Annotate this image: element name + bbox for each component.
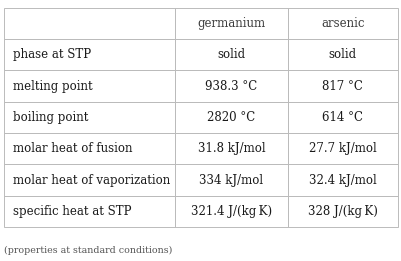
Bar — [175, 133, 287, 164]
Bar — [175, 39, 287, 70]
Text: solid: solid — [217, 48, 245, 61]
Text: 328 J/(kg K): 328 J/(kg K) — [307, 205, 377, 218]
Bar — [287, 70, 397, 102]
Text: molar heat of fusion: molar heat of fusion — [13, 142, 132, 155]
Bar — [287, 133, 397, 164]
Text: (properties at standard conditions): (properties at standard conditions) — [4, 246, 172, 254]
Bar — [287, 196, 397, 227]
Text: boiling point: boiling point — [13, 111, 88, 124]
Bar — [4, 102, 175, 133]
Bar — [4, 39, 175, 70]
Bar — [4, 196, 175, 227]
Text: specific heat at STP: specific heat at STP — [13, 205, 131, 218]
Bar — [175, 164, 287, 196]
Bar — [4, 133, 175, 164]
Text: 32.4 kJ/mol: 32.4 kJ/mol — [308, 174, 376, 187]
Text: melting point: melting point — [13, 80, 92, 93]
Bar — [175, 102, 287, 133]
Text: 614 °C: 614 °C — [322, 111, 363, 124]
Bar — [4, 70, 175, 102]
Bar — [4, 164, 175, 196]
Text: 321.4 J/(kg K): 321.4 J/(kg K) — [190, 205, 271, 218]
Text: molar heat of vaporization: molar heat of vaporization — [13, 174, 170, 187]
Text: phase at STP: phase at STP — [13, 48, 91, 61]
Text: 334 kJ/mol: 334 kJ/mol — [199, 174, 263, 187]
Text: 27.7 kJ/mol: 27.7 kJ/mol — [308, 142, 376, 155]
Text: 31.8 kJ/mol: 31.8 kJ/mol — [197, 142, 265, 155]
Bar — [287, 8, 397, 39]
Text: 938.3 °C: 938.3 °C — [205, 80, 257, 93]
Bar — [175, 8, 287, 39]
Bar — [287, 102, 397, 133]
Bar — [175, 70, 287, 102]
Text: 817 °C: 817 °C — [322, 80, 363, 93]
Text: germanium: germanium — [197, 17, 265, 30]
Bar — [287, 164, 397, 196]
Bar — [4, 8, 175, 39]
Bar — [287, 39, 397, 70]
Text: solid: solid — [328, 48, 356, 61]
Text: 2820 °C: 2820 °C — [207, 111, 255, 124]
Text: arsenic: arsenic — [320, 17, 364, 30]
Bar — [175, 196, 287, 227]
